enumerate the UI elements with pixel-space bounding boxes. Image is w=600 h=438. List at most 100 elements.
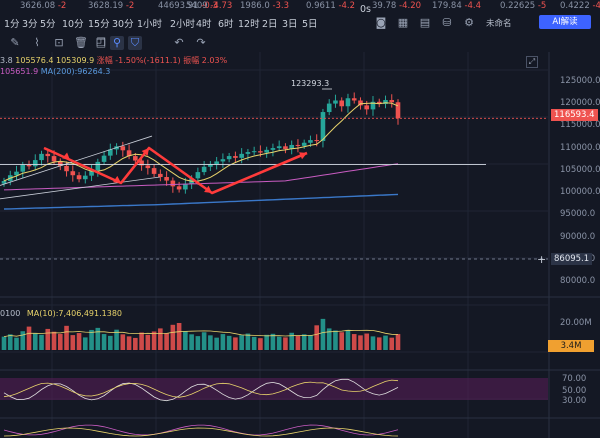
- candle-body: [333, 100, 338, 103]
- ticker-value: 0.22625: [500, 1, 538, 11]
- magnet-icon[interactable]: ⚲: [110, 36, 124, 50]
- ma-short-value: 105651.9: [0, 67, 38, 76]
- trend-line: [0, 136, 152, 185]
- volume-left-label: 0100: [0, 309, 20, 318]
- seconds-label[interactable]: 0s: [360, 4, 371, 15]
- candle-body: [246, 152, 251, 154]
- volume-bar: [33, 334, 38, 350]
- timeframe-3[interactable]: 10分: [62, 16, 84, 30]
- pencil-icon[interactable]: ✎: [8, 36, 22, 50]
- ticker-value: 179.84: [432, 1, 464, 11]
- ticker-item[interactable]: 0.9611 -4.2: [306, 1, 355, 11]
- brush-icon[interactable]: ⌇: [30, 36, 44, 50]
- ticker-change: -2: [126, 1, 134, 11]
- rsi-tick-label: 50.00: [562, 386, 586, 396]
- volume-bar: [158, 328, 163, 350]
- candle-body: [33, 160, 38, 166]
- candle-body: [396, 102, 401, 118]
- volume-bar: [333, 330, 338, 350]
- ticker-item[interactable]: 1986.0 -3.3: [240, 1, 289, 11]
- timeframe-6[interactable]: 1小时: [137, 16, 162, 30]
- volume-bar: [221, 334, 226, 350]
- grid-icon[interactable]: ▦: [396, 16, 410, 30]
- timeframe-8[interactable]: 4时: [196, 16, 212, 30]
- timeframe-0[interactable]: 1分: [4, 16, 20, 30]
- current-price-tag: 116593.4: [551, 109, 598, 121]
- change-text: 涨幅 -1.50%(-1611.1): [97, 56, 181, 65]
- price-chart[interactable]: [0, 52, 600, 438]
- redo-icon[interactable]: ↷: [194, 36, 208, 50]
- volume-bar: [283, 337, 288, 350]
- ticker-item[interactable]: 5409 -4.73: [186, 1, 232, 11]
- volume-bar: [389, 338, 394, 350]
- ticker-item[interactable]: 3628.19 -2: [88, 1, 134, 11]
- ticker-item[interactable]: 39.78 -4.20: [372, 1, 421, 11]
- ticker-change: -4.4: [592, 1, 600, 11]
- timeframe-10[interactable]: 12时: [238, 16, 260, 30]
- volume-bar: [152, 331, 157, 350]
- ticker-item[interactable]: 0.22625 -5: [500, 1, 546, 11]
- fullscreen-icon[interactable]: ⤢: [526, 56, 538, 68]
- volume-bar: [121, 334, 126, 350]
- crosshair-price-tag: 86095.1: [551, 253, 592, 265]
- camera-icon[interactable]: ◰: [94, 36, 108, 50]
- volume-bar: [202, 332, 207, 350]
- candle-body: [52, 156, 57, 161]
- filter-icon[interactable]: ⛉: [128, 36, 142, 50]
- ruler-icon[interactable]: ⊡: [52, 36, 66, 50]
- volume-bar: [252, 337, 257, 350]
- volume-bar: [27, 327, 32, 350]
- candle-body: [202, 167, 207, 172]
- volume-bar: [14, 338, 19, 350]
- candle-body: [327, 104, 332, 112]
- volume-bar: [189, 334, 194, 350]
- timeframe-2[interactable]: 5分: [40, 16, 56, 30]
- ticker-item[interactable]: 179.84 -4.4: [432, 1, 481, 11]
- candle-body: [121, 146, 126, 150]
- ticker-value: 0.4222: [560, 1, 592, 11]
- timeframe-1[interactable]: 3分: [22, 16, 38, 30]
- candle-body: [227, 156, 232, 159]
- ticker-item[interactable]: 0.4222 -4.4: [560, 1, 600, 11]
- volume-bar: [377, 337, 382, 350]
- timeframe-11[interactable]: 2日: [262, 16, 278, 30]
- timeframe-13[interactable]: 5日: [302, 16, 318, 30]
- timeframe-12[interactable]: 3日: [282, 16, 298, 30]
- undo-icon[interactable]: ↶: [172, 36, 186, 50]
- timeframe-7[interactable]: 2小时: [170, 16, 195, 30]
- ma-short-line: [4, 103, 398, 182]
- plus-icon[interactable]: +: [537, 253, 546, 266]
- settings-icon[interactable]: ⚙: [462, 16, 476, 30]
- candle-body: [364, 105, 369, 109]
- candle-body: [45, 154, 50, 156]
- ohlc-prefix: 3.8: [0, 56, 13, 65]
- indicator-icon[interactable]: ⛁: [440, 16, 454, 30]
- ticker-change: -3.3: [272, 1, 289, 11]
- rsi-tick-label: 30.00: [562, 396, 586, 406]
- candle-body: [70, 171, 75, 175]
- layout-name[interactable]: 未命名: [486, 17, 512, 29]
- volume-bar: [146, 335, 151, 350]
- ohlc-readout: 3.8 105576.4 105309.9 涨幅 -1.50%(-1611.1)…: [0, 55, 227, 66]
- volume-bar: [58, 334, 63, 350]
- candle-body: [252, 151, 257, 152]
- volume-bar: [246, 334, 251, 350]
- volume-bar: [214, 338, 219, 350]
- timeframe-9[interactable]: 6时: [218, 16, 234, 30]
- ticker-value: 0.9611: [306, 1, 338, 11]
- trash-icon[interactable]: 🗑: [74, 36, 88, 50]
- ai-interpret-button[interactable]: AI解读: [539, 15, 591, 29]
- volume-axis-top: 20.00M: [560, 318, 592, 328]
- candle-body: [321, 112, 326, 141]
- timeframe-4[interactable]: 15分: [88, 16, 110, 30]
- price-tick-label: 95000.0: [560, 209, 595, 219]
- ticker-change: -4.73: [210, 1, 232, 11]
- candle-body: [308, 140, 313, 143]
- volume-bar: [89, 330, 94, 350]
- template-icon[interactable]: ▤: [418, 16, 432, 30]
- candle-body: [158, 174, 163, 177]
- ticker-item[interactable]: 3626.08 -2: [20, 1, 66, 11]
- timeframe-5[interactable]: 30分: [112, 16, 134, 30]
- camera-icon[interactable]: ◙: [374, 16, 388, 30]
- ticker-value: 1986.0: [240, 1, 272, 11]
